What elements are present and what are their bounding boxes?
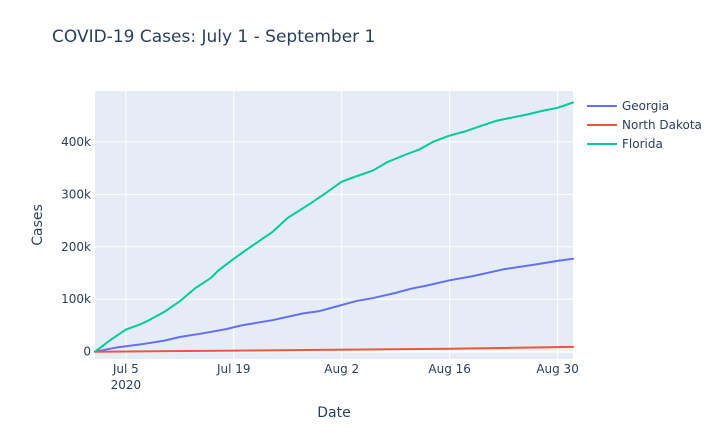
plot-area: [95, 91, 573, 359]
x-tick-year-label: 2020: [111, 378, 142, 392]
gridlines: [95, 91, 573, 359]
x-tick-label: Aug 16: [428, 362, 471, 376]
series-lines: [94, 101, 574, 353]
legend-label-north-dakota: North Dakota: [622, 118, 702, 132]
y-axis-title: Cases: [30, 204, 46, 246]
x-tick-label: Jul 5: [112, 362, 139, 376]
chart-title: COVID-19 Cases: July 1 - September 1: [52, 27, 375, 47]
series-line-north-dakota: [94, 345, 574, 353]
x-axis-title: Date: [317, 405, 350, 421]
y-axis-ticks: 0 100k 200k 300k 400k: [61, 135, 91, 359]
series-line-florida: [94, 101, 574, 353]
y-tick-label: 300k: [61, 187, 91, 201]
legend-label-georgia: Georgia: [622, 99, 669, 113]
x-tick-label: Aug 30: [536, 362, 579, 376]
y-tick-label: 100k: [61, 292, 91, 306]
y-tick-label: 400k: [61, 135, 91, 149]
x-axis-ticks: Jul 5 2020 Jul 19 Aug 2 Aug 16 Aug 30: [111, 362, 579, 392]
y-tick-label: 200k: [61, 240, 91, 254]
legend-label-florida: Florida: [622, 137, 663, 151]
x-tick-label: Jul 19: [216, 362, 251, 376]
y-tick-label: 0: [83, 345, 91, 359]
x-tick-label: Aug 2: [324, 362, 359, 376]
series-line-georgia: [94, 257, 574, 353]
legend: Georgia North Dakota Florida: [587, 99, 702, 151]
